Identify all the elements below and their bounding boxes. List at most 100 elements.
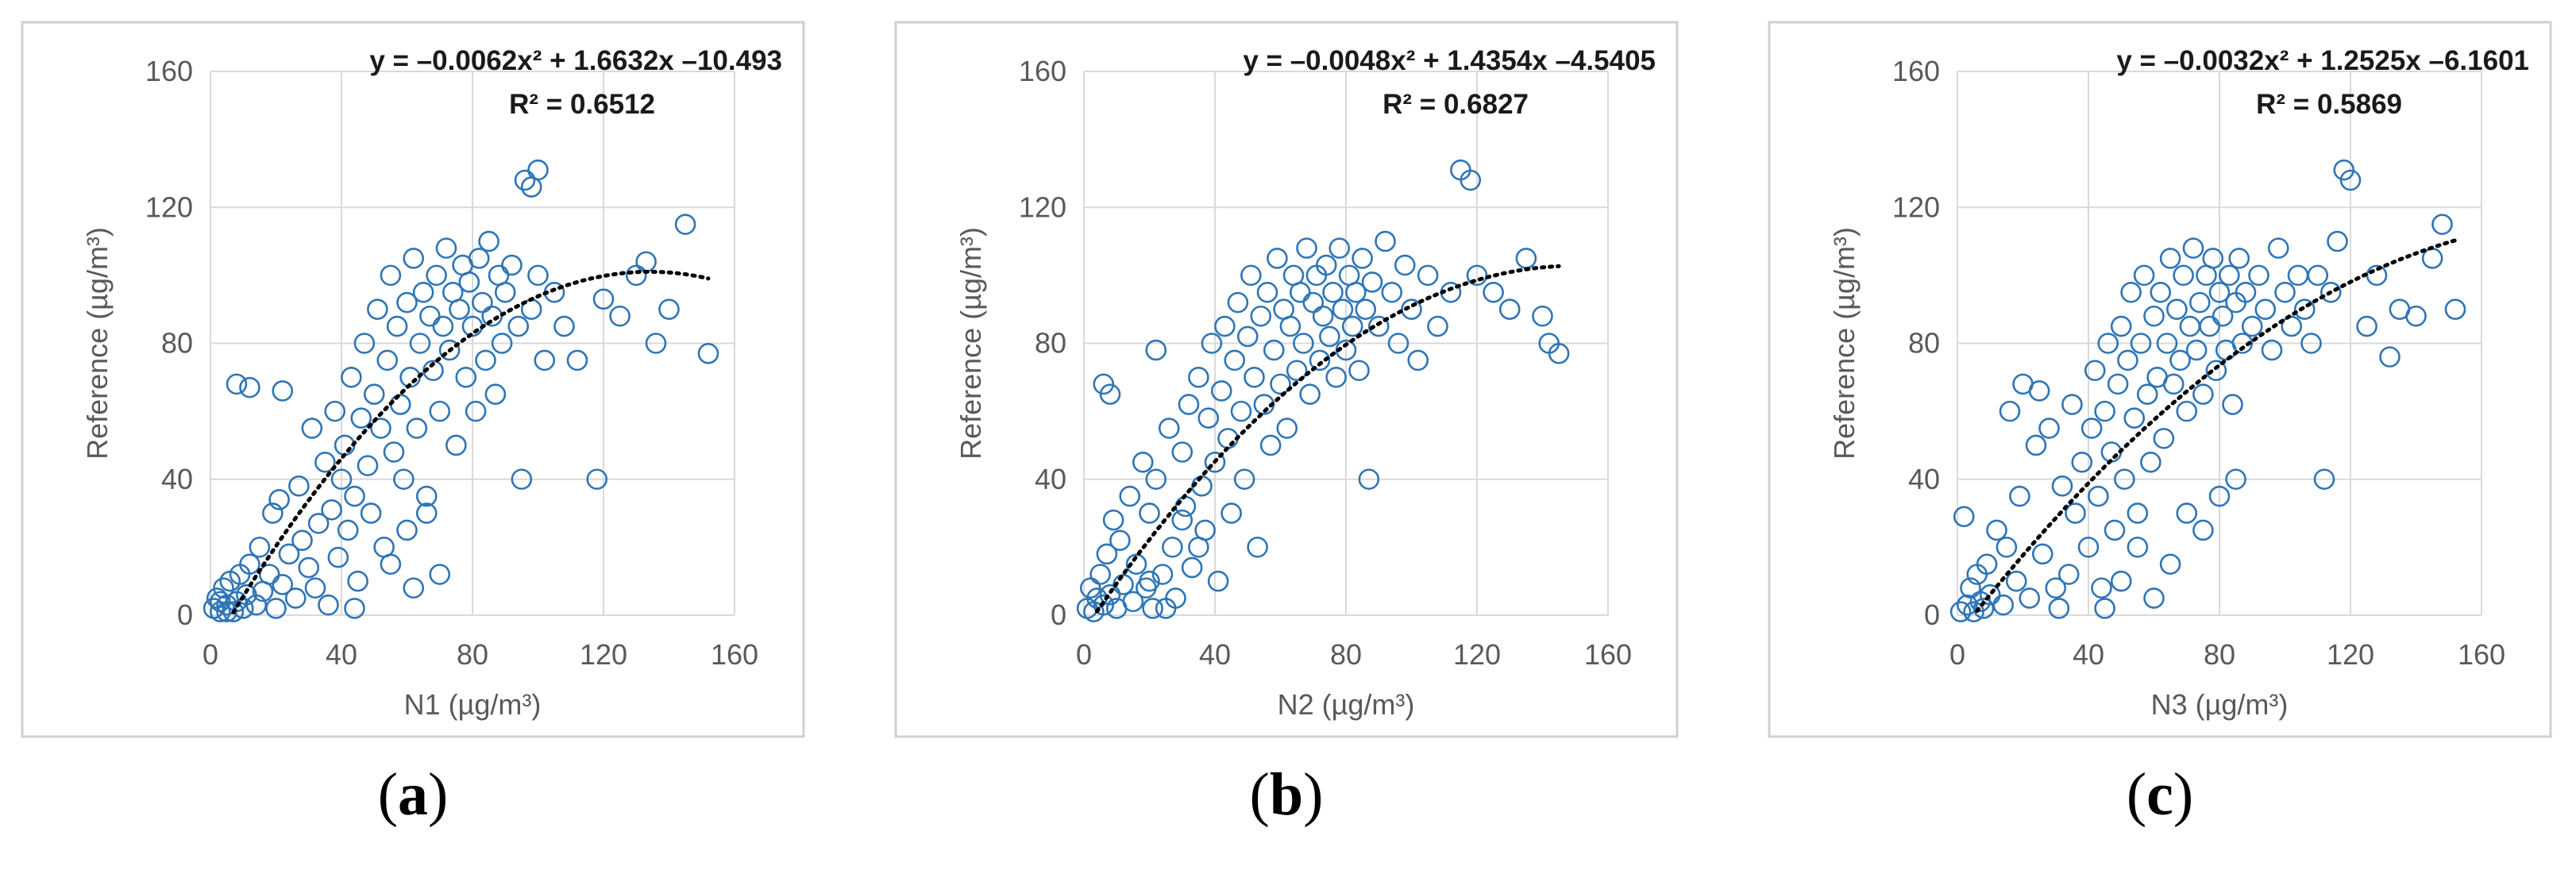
data-point: [1355, 298, 1377, 320]
data-point: [445, 434, 467, 456]
data-point: [2431, 214, 2453, 235]
data-point: [272, 574, 294, 595]
x-tick-label: 40: [1199, 638, 1231, 671]
data-point: [2077, 537, 2100, 558]
chart-panel-b: 0 40 80 120 160 0 40 80 120 160 N2 (µg/m³) Referenc…: [873, 0, 1699, 889]
data-point: [2133, 264, 2155, 287]
data-point: [1417, 264, 1439, 287]
data-point: [465, 400, 487, 422]
data-point: [429, 400, 451, 422]
x-tick-label: 120: [580, 638, 627, 671]
data-point: [1109, 529, 1131, 552]
data-point: [1498, 298, 1521, 320]
data-point: [2150, 281, 2172, 303]
data-point: [1079, 577, 1101, 599]
data-point: [2267, 237, 2289, 259]
data-point: [272, 380, 294, 402]
data-point: [2025, 434, 2047, 456]
data-point: [258, 564, 280, 585]
data-point: [2110, 315, 2132, 337]
data-point: [265, 598, 287, 619]
data-point: [1348, 360, 1370, 382]
data-point: [514, 169, 536, 191]
data-point: [2091, 577, 2112, 599]
data-point: [1158, 418, 1180, 439]
data-point: [1387, 333, 1409, 354]
x-tick-label: 0: [1076, 638, 1092, 671]
data-point: [527, 264, 549, 287]
y-tick-label: 0: [177, 598, 193, 631]
x-tick-label: 40: [326, 638, 357, 671]
data-point: [1322, 281, 1344, 303]
data-point: [1979, 584, 2001, 606]
data-point: [2281, 315, 2303, 337]
data-point: [458, 271, 480, 293]
trendline: [231, 269, 711, 614]
data-point: [1171, 441, 1194, 463]
x-axis-label: N3 (µg/m³): [2151, 688, 2289, 721]
data-point: [1139, 502, 1160, 524]
y-tick-label: 40: [1035, 463, 1066, 495]
data-point: [2057, 564, 2080, 585]
data-point: [2219, 264, 2240, 287]
data-point: [403, 248, 425, 269]
trendline: [1095, 264, 1561, 614]
data-point: [2120, 281, 2142, 303]
data-point: [1119, 485, 1141, 507]
data-point: [1224, 349, 1246, 371]
data-point: [213, 577, 234, 599]
data-point: [1270, 373, 1291, 395]
data-point: [239, 376, 260, 398]
data-point: [1263, 339, 1285, 361]
data-points: [1949, 159, 2466, 623]
data-point: [1227, 291, 1249, 314]
data-point: [2166, 298, 2188, 320]
data-point: [210, 601, 231, 623]
data-point: [2048, 598, 2070, 619]
data-point: [2123, 407, 2146, 429]
data-point: [301, 418, 323, 439]
data-point: [360, 502, 382, 524]
data-point: [2094, 400, 2115, 422]
data-point: [2199, 315, 2220, 337]
scatter-chart-a: 0 40 80 120 160 0 40 80 120 160 N1 (µg/m³) Referenc…: [21, 21, 805, 738]
data-point: [1999, 400, 2021, 422]
data-point: [350, 407, 372, 429]
data-point: [321, 498, 342, 521]
data-point: [1256, 281, 1278, 303]
data-point: [1315, 254, 1337, 276]
data-point: [2202, 248, 2224, 269]
data-point: [2185, 339, 2208, 361]
data-point: [2140, 452, 2161, 473]
data-point: [2356, 315, 2377, 337]
data-point: [1352, 248, 1373, 269]
data-point: [1286, 360, 1308, 382]
data-point: [1093, 594, 1115, 616]
data-point: [435, 237, 457, 259]
data-point: [1178, 394, 1200, 415]
data-point: [367, 298, 388, 320]
data-point: [2130, 333, 2152, 354]
data-point: [2205, 360, 2227, 382]
data-point: [1188, 367, 1209, 388]
data-point: [249, 537, 271, 558]
data-point: [2248, 264, 2269, 287]
data-point: [1247, 537, 1268, 558]
data-point: [383, 441, 405, 463]
data-point: [449, 298, 470, 320]
data-point: [1210, 380, 1232, 402]
data-point: [1250, 305, 1272, 327]
data-point: [324, 400, 346, 422]
data-point: [1394, 254, 1416, 276]
data-point: [1181, 556, 1203, 579]
data-point: [491, 333, 513, 354]
y-tick-label: 80: [1035, 327, 1066, 360]
data-point: [2084, 360, 2106, 382]
data-point: [1299, 383, 1321, 406]
data-point: [426, 264, 447, 287]
data-point: [2176, 400, 2198, 422]
data-point: [1953, 506, 1975, 528]
data-point: [1221, 502, 1242, 524]
panel-caption-c: (c): [2126, 761, 2194, 828]
chart-frame: [894, 21, 1679, 738]
